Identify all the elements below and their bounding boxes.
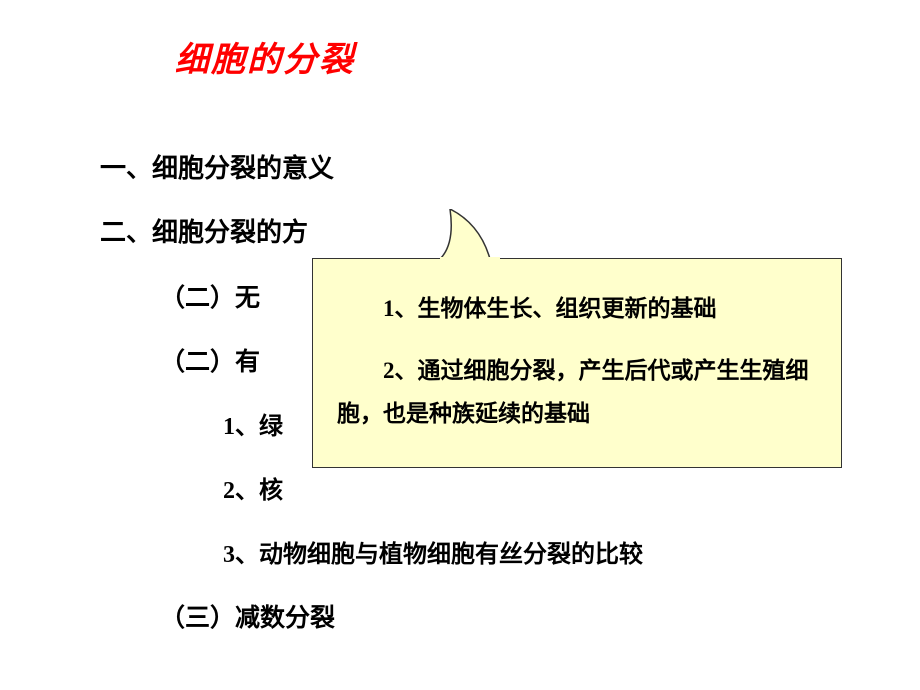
list-item-1: 1、绿 <box>223 406 283 441</box>
list-item-3: 3、动物细胞与植物细胞有丝分裂的比较 <box>223 534 643 569</box>
subsection-3: （三）减数分裂 <box>160 598 335 634</box>
subsection-2: （二）有 <box>160 342 260 378</box>
callout-line-2: 2、通过细胞分裂，产生后代或产生生殖细胞，也是种族延续的基础 <box>337 349 817 436</box>
callout-box: 1、生物体生长、组织更新的基础 2、通过细胞分裂，产生后代或产生生殖细胞，也是种… <box>312 258 842 468</box>
callout-tail-icon <box>440 209 560 269</box>
callout-line-1: 1、生物体生长、组织更新的基础 <box>337 287 817 331</box>
section-1-heading: 一、细胞分裂的意义 <box>100 148 334 185</box>
list-item-2: 2、核 <box>223 470 283 505</box>
subsection-1: （二）无 <box>160 278 260 314</box>
page-title: 细胞的分裂 <box>175 32 355 81</box>
section-2-heading: 二、细胞分裂的方 <box>100 212 308 249</box>
